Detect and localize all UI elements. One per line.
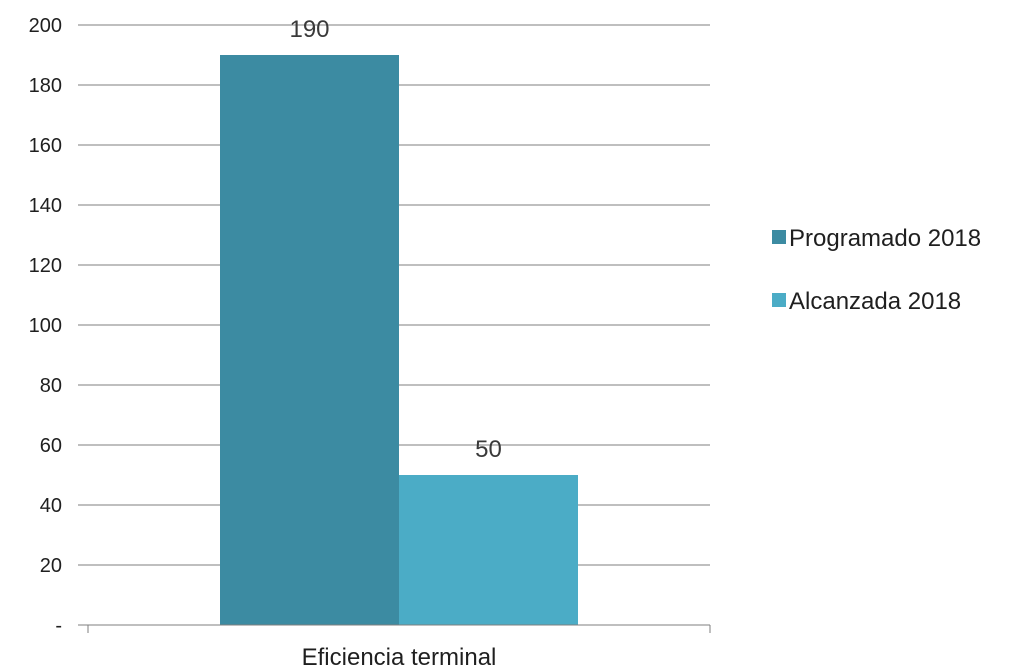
legend-swatch-1 — [772, 293, 786, 307]
y-tick-label-100: 100 — [29, 315, 62, 337]
bars — [220, 55, 578, 625]
legend-label-1: Alcanzada 2018 — [789, 288, 961, 315]
y-tick-label-0: - — [55, 615, 62, 637]
y-tick-label-60: 60 — [40, 435, 62, 457]
legend-label-0: Programado 2018 — [789, 225, 981, 252]
y-axis-ticks: - 20 40 60 80 100 120 140 160 180 200 — [29, 15, 62, 637]
y-tick-label-200: 200 — [29, 15, 62, 37]
category-label: Eficiencia terminal — [302, 644, 497, 670]
category-labels: Eficiencia terminal — [302, 644, 497, 670]
y-tick-label-80: 80 — [40, 375, 62, 397]
bar-programado-2018 — [220, 55, 399, 625]
x-axis — [78, 624, 711, 633]
legend: Programado 2018 Alcanzada 2018 — [772, 225, 981, 315]
data-label-0: 190 — [289, 16, 329, 43]
data-labels: 190 50 — [289, 16, 501, 463]
data-label-1: 50 — [475, 436, 502, 463]
legend-swatch-0 — [772, 230, 786, 244]
y-tick-label-120: 120 — [29, 255, 62, 277]
bar-alcanzada-2018 — [399, 475, 578, 625]
y-tick-label-20: 20 — [40, 555, 62, 577]
y-tick-label-180: 180 — [29, 75, 62, 97]
y-tick-label-160: 160 — [29, 135, 62, 157]
y-tick-label-40: 40 — [40, 495, 62, 517]
y-tick-label-140: 140 — [29, 195, 62, 217]
